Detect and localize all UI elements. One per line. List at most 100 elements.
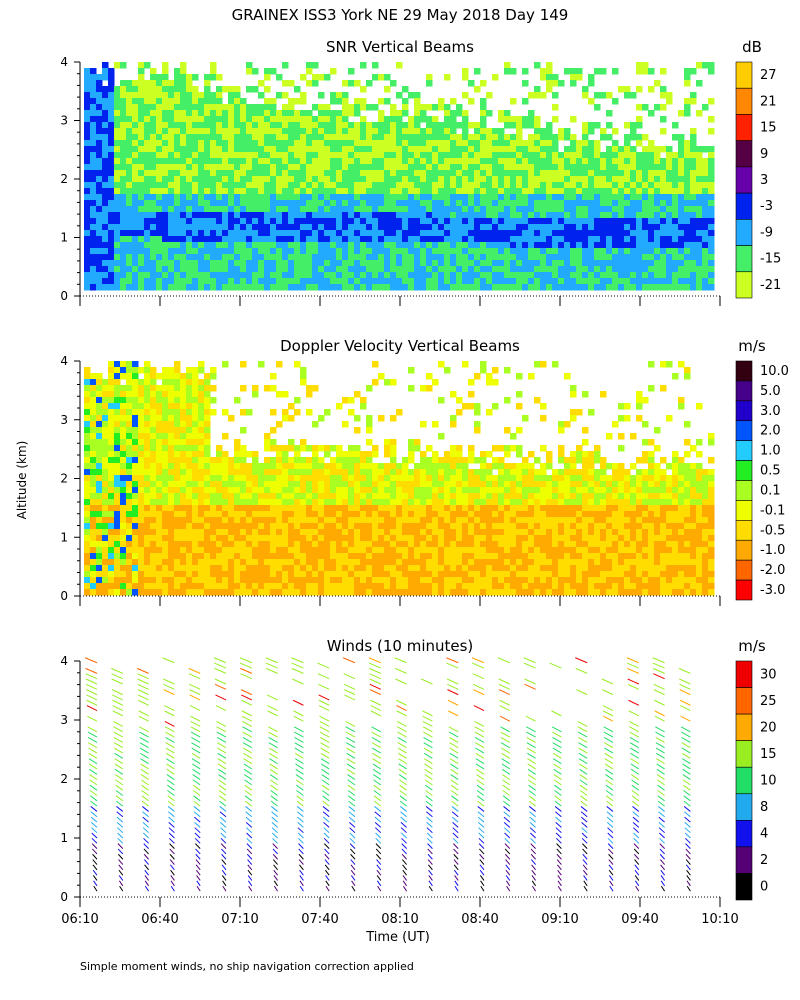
doppler-cell <box>192 523 199 530</box>
snr-cell <box>378 254 385 261</box>
doppler-cell <box>354 553 361 560</box>
snr-cell <box>666 260 673 267</box>
doppler-cell <box>222 559 229 566</box>
snr-cell <box>120 254 127 261</box>
snr-cell <box>570 170 577 177</box>
snr-cell <box>438 128 445 135</box>
snr-cell <box>372 104 379 111</box>
snr-cell <box>660 242 667 249</box>
snr-cell <box>384 134 391 141</box>
snr-cell <box>258 284 265 291</box>
snr-cell <box>204 254 211 261</box>
snr-cell <box>312 80 319 87</box>
doppler-cell <box>324 451 331 458</box>
snr-cell <box>654 170 661 177</box>
snr-cell <box>324 170 331 177</box>
snr-cell <box>114 242 121 249</box>
doppler-cell <box>186 367 193 374</box>
doppler-cell <box>198 511 205 518</box>
snr-cell <box>282 224 289 231</box>
snr-cell <box>246 254 253 261</box>
doppler-cell <box>96 559 103 566</box>
doppler-cell <box>312 457 319 464</box>
doppler-cell <box>330 577 337 584</box>
snr-cell <box>114 140 121 147</box>
doppler-cell <box>222 463 229 470</box>
snr-cell <box>120 278 127 285</box>
snr-cell <box>426 152 433 159</box>
snr-cell <box>234 284 241 291</box>
snr-cell <box>576 272 583 279</box>
doppler-cell <box>108 373 115 380</box>
snr-cell <box>108 182 115 189</box>
snr-cell <box>306 128 313 135</box>
doppler-cell <box>330 559 337 566</box>
snr-cell <box>576 188 583 195</box>
snr-cell <box>480 266 487 273</box>
doppler-cell <box>228 589 235 596</box>
snr-cell <box>180 194 187 201</box>
doppler-cell <box>342 535 349 542</box>
snr-cell <box>690 128 697 135</box>
snr-cell <box>162 158 169 165</box>
doppler-cell <box>264 463 271 470</box>
doppler-cell <box>384 565 391 572</box>
snr-cell <box>558 278 565 285</box>
snr-cell <box>144 242 151 249</box>
snr-cell <box>318 164 325 171</box>
snr-cell <box>534 128 541 135</box>
snr-cell <box>306 242 313 249</box>
doppler-cell <box>276 511 283 518</box>
doppler-cell <box>108 505 115 512</box>
snr-cell <box>204 152 211 159</box>
snr-cell <box>312 242 319 249</box>
snr-cell <box>162 278 169 285</box>
doppler-cell <box>372 511 379 518</box>
doppler-cell <box>240 535 247 542</box>
doppler-cell <box>288 445 295 452</box>
snr-cell <box>102 182 109 189</box>
doppler-cell <box>240 409 247 416</box>
snr-cell <box>144 134 151 141</box>
doppler-cell <box>108 589 115 596</box>
snr-cell <box>282 218 289 225</box>
snr-cell <box>462 194 469 201</box>
snr-cell <box>360 188 367 195</box>
snr-cell <box>396 212 403 219</box>
snr-cell <box>420 230 427 237</box>
doppler-cell <box>264 433 271 440</box>
doppler-cell <box>108 463 115 470</box>
snr-cell <box>174 194 181 201</box>
snr-cell <box>708 254 715 261</box>
snr-cell <box>600 248 607 255</box>
snr-cell <box>246 206 253 213</box>
snr-cell <box>270 176 277 183</box>
doppler-cell <box>312 565 319 572</box>
doppler-cell <box>132 583 139 590</box>
snr-cell <box>702 158 709 165</box>
snr-cell <box>498 212 505 219</box>
snr-cell <box>462 272 469 279</box>
snr-cell <box>594 242 601 249</box>
doppler-cell <box>126 583 133 590</box>
snr-cell <box>456 248 463 255</box>
snr-cell <box>366 212 373 219</box>
doppler-cell <box>228 517 235 524</box>
doppler-cell <box>96 385 103 392</box>
snr-cell <box>150 176 157 183</box>
snr-cell <box>222 272 229 279</box>
doppler-cell <box>306 481 313 488</box>
snr-cell <box>162 92 169 99</box>
snr-cell <box>516 212 523 219</box>
snr-cell <box>228 224 235 231</box>
snr-cell <box>414 98 421 105</box>
snr-cell <box>492 152 499 159</box>
snr-cell <box>372 242 379 249</box>
doppler-cell <box>144 577 151 584</box>
snr-cell <box>450 254 457 261</box>
doppler-cell <box>312 535 319 542</box>
doppler-cell <box>330 547 337 554</box>
snr-cell <box>306 62 313 69</box>
doppler-cell <box>228 541 235 548</box>
doppler-cell <box>108 487 115 494</box>
